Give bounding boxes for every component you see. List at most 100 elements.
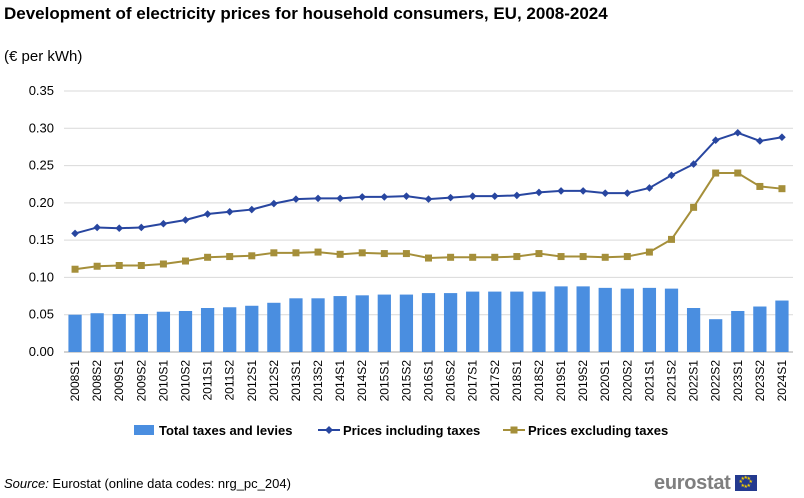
y-tick-label: 0.15 [29,232,54,247]
point-excl [645,248,653,256]
point-excl [226,253,234,261]
point-incl [225,208,234,216]
point-excl [469,253,477,261]
x-tick-label: 2015S2 [399,360,413,402]
point-incl [424,195,433,203]
y-tick-label: 0.20 [29,195,54,210]
bar [421,293,436,352]
legend: Total taxes and levies Prices including t… [134,423,668,438]
point-incl [292,195,300,203]
point-incl [336,194,344,203]
point-excl [380,250,388,258]
point-excl [425,254,432,262]
bar [709,319,723,352]
point-incl [446,193,455,202]
point-incl [623,189,632,197]
bar [156,311,171,352]
point-excl [756,182,764,190]
x-tick-label: 2011S1 [201,360,215,401]
point-incl [203,210,212,218]
bar [112,313,126,352]
y-tick-label: 0.05 [29,307,54,322]
series-line-incl [74,131,783,235]
point-incl [711,136,720,145]
point-excl [93,262,101,270]
x-tick-label: 2016S2 [444,360,458,402]
point-excl [336,250,344,258]
bar [223,307,237,352]
bar [399,294,414,352]
point-incl [778,133,786,142]
y-tick-label: 0.30 [29,120,54,135]
legend-label-bars: Total taxes and levies [159,423,292,438]
bar [68,314,82,352]
bar [355,295,369,352]
point-excl [248,252,256,260]
x-tick-label: 2019S2 [576,360,590,402]
point-excl [358,249,366,257]
point-incl [181,216,190,224]
point-incl [159,219,168,228]
bar [443,293,458,352]
point-excl [270,249,278,257]
x-tick-label: 2023S2 [753,360,767,402]
x-axis-ticks: 2008S1 2008S2 2009S1 2009S2 2010S1 2010S2 2011… [68,360,789,402]
point-excl [71,265,79,273]
point-incl [115,224,124,233]
point-excl [491,253,499,261]
eu-flag-icon: ★ ★ ★ ★ ★ ★ ★ ★ [734,475,757,491]
point-incl [689,160,698,168]
point-excl [712,169,720,177]
bar [178,310,193,352]
x-tick-label: 2021S2 [665,360,679,402]
point-incl [756,137,764,145]
point-excl [314,248,322,256]
point-incl [601,189,610,197]
chart-unit-label: (€ per kWh) [4,48,83,65]
point-excl [447,253,455,261]
bar [620,288,634,352]
x-tick-label: 2024S1 [775,360,789,402]
point-incl [247,205,256,214]
bar [333,296,347,352]
legend-swatch-bars [134,425,154,435]
x-tick-label: 2008S2 [90,360,104,402]
x-tick-label: 2021S1 [642,360,656,402]
eurostat-logo: eurostat ★ ★ ★ ★ ★ ★ ★ ★ [654,472,757,494]
y-tick-label: 0.10 [29,269,54,284]
bar [510,291,524,352]
bar [289,298,303,352]
x-tick-label: 2020S1 [598,360,612,402]
point-incl [270,199,278,208]
bar [775,300,789,352]
x-tick-label: 2013S2 [311,360,325,402]
point-excl [778,185,786,193]
point-excl [557,253,565,261]
x-tick-label: 2019S1 [554,360,568,402]
point-excl [601,253,609,261]
point-excl [292,249,300,257]
x-tick-label: 2014S2 [355,360,369,402]
point-excl [579,253,587,261]
point-excl [402,250,410,258]
bar [134,313,148,352]
bar [466,291,480,352]
source-label: Source: [4,476,49,491]
bar [377,294,391,352]
y-tick-label: 0.25 [29,158,54,173]
x-tick-label: 2010S1 [156,360,170,402]
point-excl [668,235,675,243]
bar [642,287,657,352]
point-incl [402,192,411,200]
x-tick-label: 2010S2 [179,360,193,402]
point-incl [513,191,521,200]
bar [245,305,259,352]
x-tick-label: 2015S1 [377,360,391,402]
y-tick-label: 0.35 [29,83,54,98]
bar [598,287,612,352]
bar [311,298,325,352]
source-note: Source: Eurostat (online data codes: nrg… [4,476,291,491]
x-tick-label: 2011S2 [223,360,237,401]
bar [686,308,701,352]
legend-label-excl: Prices excluding taxes [528,423,668,438]
